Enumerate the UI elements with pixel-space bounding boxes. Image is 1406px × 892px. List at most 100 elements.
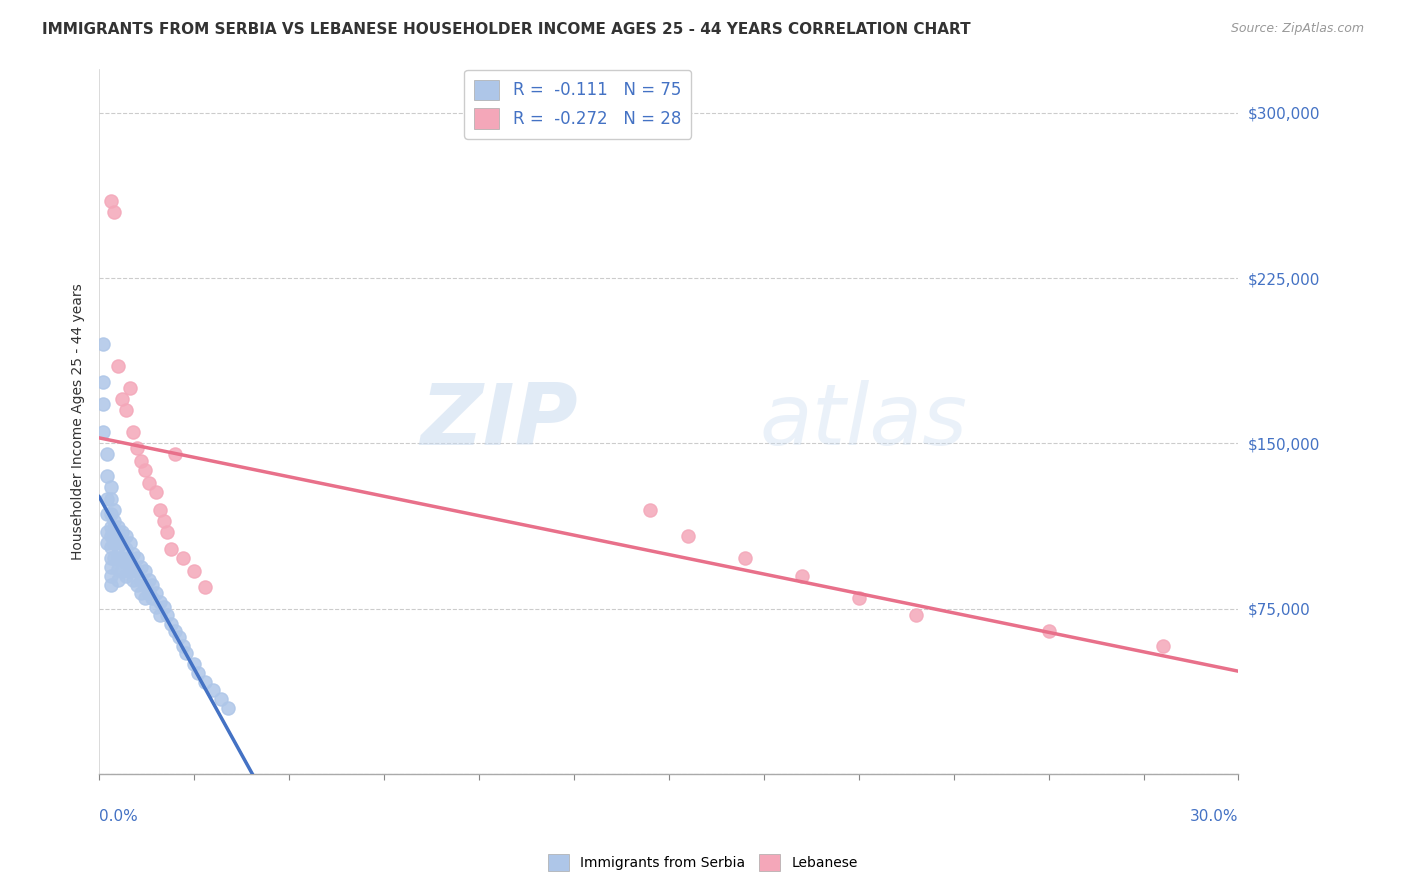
Point — [114, 403, 136, 417]
Point — [100, 481, 122, 495]
Point — [100, 529, 122, 543]
Point — [118, 564, 141, 578]
Point — [145, 599, 167, 614]
Point — [165, 624, 187, 638]
Point — [114, 556, 136, 570]
Y-axis label: Householder Income Ages 25 - 44 years: Householder Income Ages 25 - 44 years — [72, 283, 86, 559]
Point — [118, 551, 141, 566]
Point — [127, 441, 149, 455]
Point — [118, 535, 141, 549]
Point — [183, 564, 205, 578]
Point — [107, 540, 129, 554]
Point — [152, 599, 174, 614]
Point — [100, 540, 122, 554]
Point — [118, 381, 141, 395]
Point — [91, 375, 114, 389]
Point — [149, 502, 172, 516]
Point — [127, 577, 149, 591]
Point — [904, 608, 927, 623]
Point — [156, 524, 179, 539]
Point — [103, 514, 125, 528]
Text: ZIP: ZIP — [420, 380, 578, 463]
Point — [107, 562, 129, 576]
Point — [96, 535, 118, 549]
Point — [149, 595, 172, 609]
Point — [114, 568, 136, 582]
Point — [165, 447, 187, 461]
Point — [122, 559, 145, 574]
Point — [107, 573, 129, 587]
Point — [129, 454, 152, 468]
Point — [127, 551, 149, 566]
Legend: Immigrants from Serbia, Lebanese: Immigrants from Serbia, Lebanese — [543, 848, 863, 876]
Point — [1152, 639, 1174, 653]
Point — [96, 469, 118, 483]
Point — [91, 425, 114, 440]
Point — [734, 551, 756, 566]
Point — [114, 529, 136, 543]
Point — [129, 573, 152, 587]
Point — [167, 631, 190, 645]
Point — [141, 577, 163, 591]
Point — [96, 524, 118, 539]
Text: atlas: atlas — [761, 380, 967, 463]
Point — [107, 520, 129, 534]
Point — [141, 591, 163, 605]
Point — [848, 591, 870, 605]
Point — [103, 551, 125, 566]
Point — [134, 591, 156, 605]
Point — [111, 564, 134, 578]
Text: 0.0%: 0.0% — [100, 809, 138, 824]
Point — [156, 608, 179, 623]
Point — [209, 692, 232, 706]
Point — [145, 586, 167, 600]
Point — [100, 520, 122, 534]
Point — [103, 204, 125, 219]
Point — [183, 657, 205, 671]
Point — [217, 701, 239, 715]
Point — [114, 542, 136, 557]
Point — [111, 392, 134, 407]
Point — [122, 425, 145, 440]
Point — [103, 524, 125, 539]
Point — [676, 529, 699, 543]
Point — [100, 491, 122, 506]
Point — [172, 551, 194, 566]
Point — [138, 586, 160, 600]
Point — [172, 639, 194, 653]
Point — [100, 507, 122, 521]
Point — [138, 573, 160, 587]
Point — [100, 568, 122, 582]
Text: IMMIGRANTS FROM SERBIA VS LEBANESE HOUSEHOLDER INCOME AGES 25 - 44 YEARS CORRELA: IMMIGRANTS FROM SERBIA VS LEBANESE HOUSE… — [42, 22, 970, 37]
Point — [122, 547, 145, 561]
Text: Source: ZipAtlas.com: Source: ZipAtlas.com — [1230, 22, 1364, 36]
Point — [638, 502, 661, 516]
Point — [107, 551, 129, 566]
Point — [107, 359, 129, 374]
Point — [96, 507, 118, 521]
Point — [790, 568, 813, 582]
Point — [138, 476, 160, 491]
Point — [134, 564, 156, 578]
Point — [194, 580, 217, 594]
Point — [100, 559, 122, 574]
Point — [100, 194, 122, 208]
Point — [96, 491, 118, 506]
Point — [134, 463, 156, 477]
Point — [145, 484, 167, 499]
Point — [111, 535, 134, 549]
Point — [100, 577, 122, 591]
Point — [111, 524, 134, 539]
Point — [187, 665, 209, 680]
Point — [176, 646, 198, 660]
Point — [107, 529, 129, 543]
Point — [122, 573, 145, 587]
Point — [160, 542, 183, 557]
Point — [91, 337, 114, 351]
Point — [100, 551, 122, 566]
Point — [129, 586, 152, 600]
Legend: R =  -0.111   N = 75, R =  -0.272   N = 28: R = -0.111 N = 75, R = -0.272 N = 28 — [464, 70, 690, 139]
Point — [134, 577, 156, 591]
Point — [103, 502, 125, 516]
Text: 30.0%: 30.0% — [1189, 809, 1239, 824]
